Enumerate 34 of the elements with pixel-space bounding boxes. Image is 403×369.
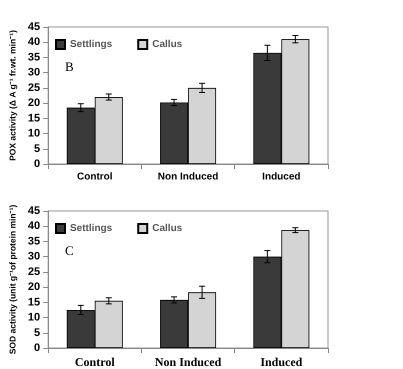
- y-axis-title: POX activity (Δ A g⁻¹ fr.wt. min⁻¹): [8, 30, 18, 161]
- legend-label: Settlings: [70, 39, 113, 50]
- y-tick-label: 30: [28, 66, 40, 79]
- y-tick-label: 20: [28, 281, 40, 294]
- legend-label: Callus: [152, 39, 183, 50]
- y-tick-label: 15: [28, 296, 40, 308]
- y-tick-label: 10: [28, 128, 40, 140]
- legend-label: Callus: [152, 223, 183, 234]
- y-tick-label: 40: [28, 220, 40, 232]
- x-tick-label: Induced: [262, 172, 301, 182]
- y-tick-label: 40: [28, 36, 40, 48]
- x-tick-label: Non Induced: [154, 355, 222, 369]
- y-tick-label: 15: [28, 112, 40, 124]
- annotation: C: [65, 243, 74, 258]
- y-tick-label: 5: [34, 142, 40, 155]
- x-tick-label: Control: [74, 355, 116, 369]
- annotation: B: [65, 59, 74, 74]
- y-tick-label: 20: [28, 97, 40, 110]
- y-tick-label: 35: [28, 235, 40, 248]
- x-tick-label: Non Induced: [158, 172, 218, 182]
- x-tick-label: Induced: [260, 355, 303, 369]
- y-tick-label: 35: [28, 51, 40, 64]
- y-tick-label: 0: [34, 342, 40, 354]
- y-tick-label: 10: [28, 312, 40, 324]
- y-tick-label: 0: [34, 158, 40, 170]
- y-axis-title: SOD activity (unit g⁻¹of protein min⁻¹): [8, 204, 18, 354]
- legend-label: Settlings: [70, 223, 113, 234]
- y-tick-label: 25: [28, 82, 40, 94]
- y-tick-label: 45: [28, 21, 40, 33]
- x-tick-label: Control: [77, 172, 113, 182]
- y-tick-label: 5: [34, 326, 40, 339]
- y-tick-label: 45: [28, 205, 40, 217]
- y-tick-label: 25: [28, 266, 40, 278]
- y-tick-label: 30: [28, 250, 40, 263]
